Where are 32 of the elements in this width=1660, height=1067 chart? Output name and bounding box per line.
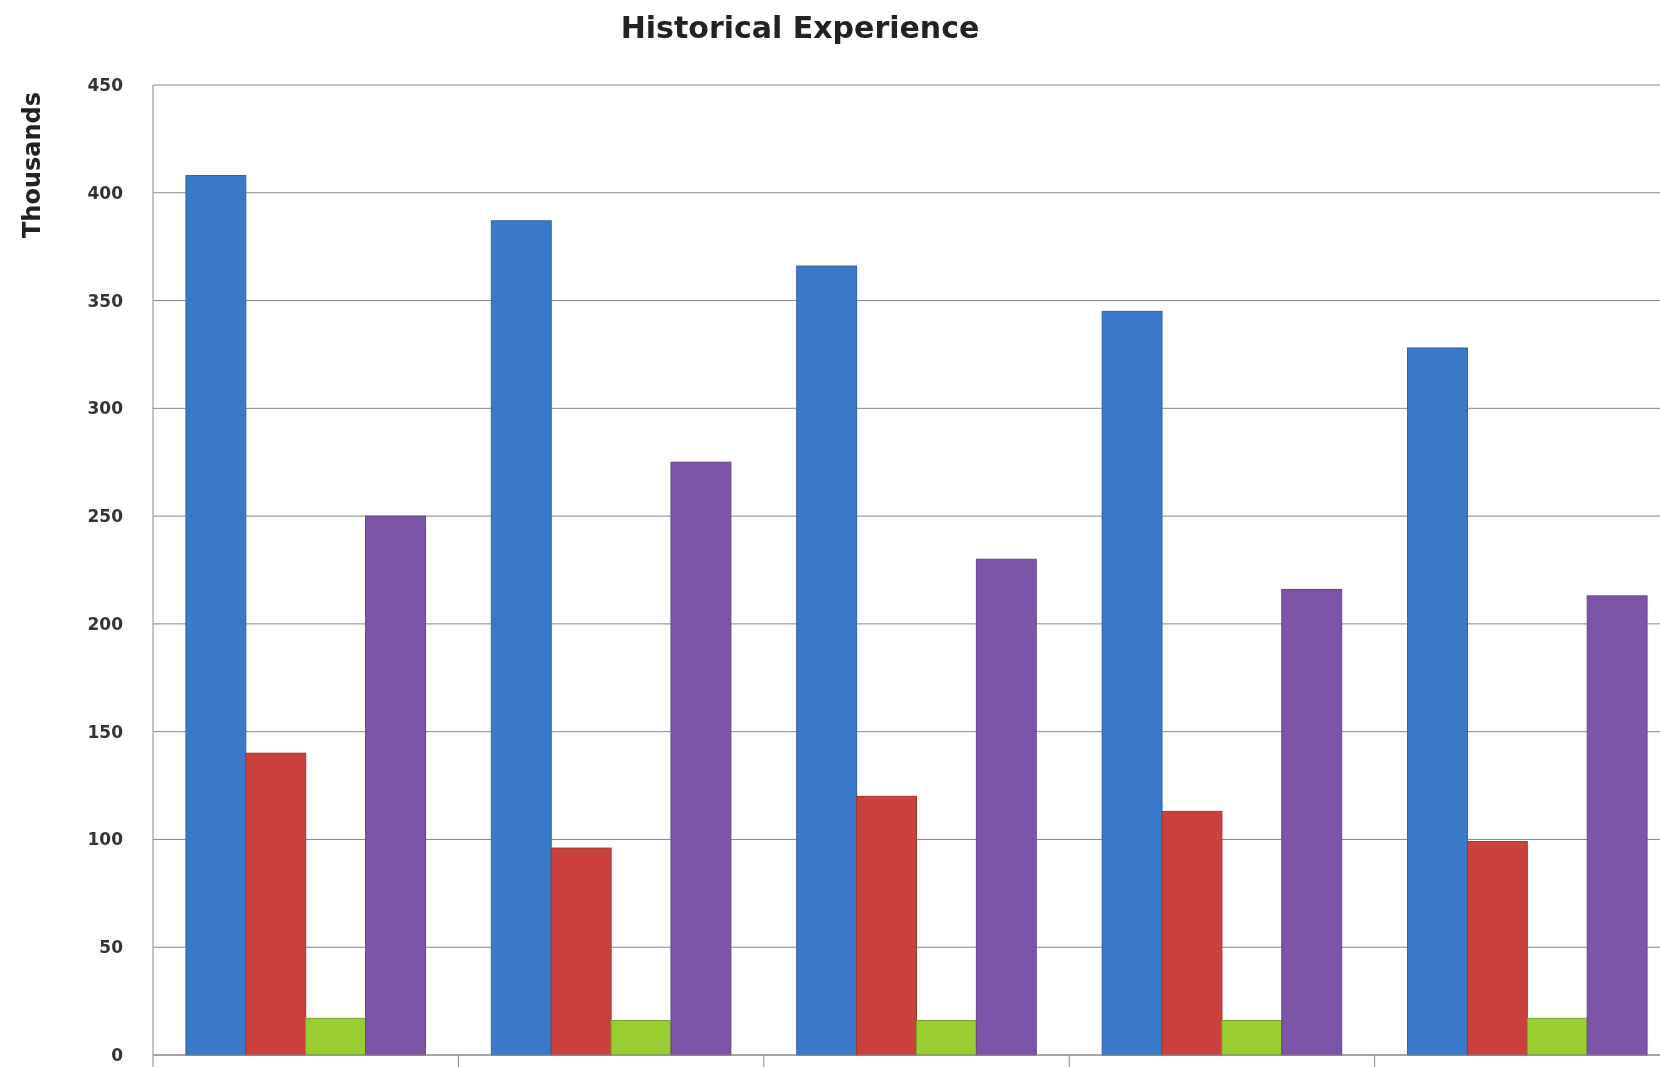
y-tick-label: 50 xyxy=(99,937,124,958)
bar xyxy=(1101,310,1163,1056)
bar xyxy=(1281,588,1343,1056)
y-tick-label: 0 xyxy=(111,1044,124,1065)
bar xyxy=(550,847,612,1056)
bar xyxy=(1526,1017,1588,1056)
chart-title: Historical Experience xyxy=(620,10,980,45)
bar xyxy=(490,220,552,1056)
y-tick-label: 450 xyxy=(87,74,124,95)
bar xyxy=(1221,1020,1283,1056)
bar xyxy=(1466,841,1528,1056)
bar xyxy=(1407,347,1468,1056)
y-tick-label: 350 xyxy=(87,290,124,311)
bar xyxy=(796,265,858,1056)
y-tick-label: 200 xyxy=(87,613,124,634)
bar xyxy=(305,1017,367,1056)
bar xyxy=(245,752,307,1056)
bar xyxy=(975,558,1037,1056)
y-tick-label: 150 xyxy=(87,721,124,742)
y-axis-title: Thousands xyxy=(18,91,46,239)
bar xyxy=(856,795,917,1056)
bar xyxy=(1586,595,1648,1056)
y-tick-label: 250 xyxy=(87,506,124,527)
bar xyxy=(610,1020,672,1056)
y-tick-label: 300 xyxy=(87,398,124,419)
y-tick-label: 100 xyxy=(87,829,124,850)
bar xyxy=(916,1020,977,1056)
y-tick-label: 400 xyxy=(87,182,124,203)
bar xyxy=(185,175,247,1056)
bar xyxy=(1161,810,1223,1056)
bar xyxy=(365,515,426,1056)
bar xyxy=(670,461,732,1056)
